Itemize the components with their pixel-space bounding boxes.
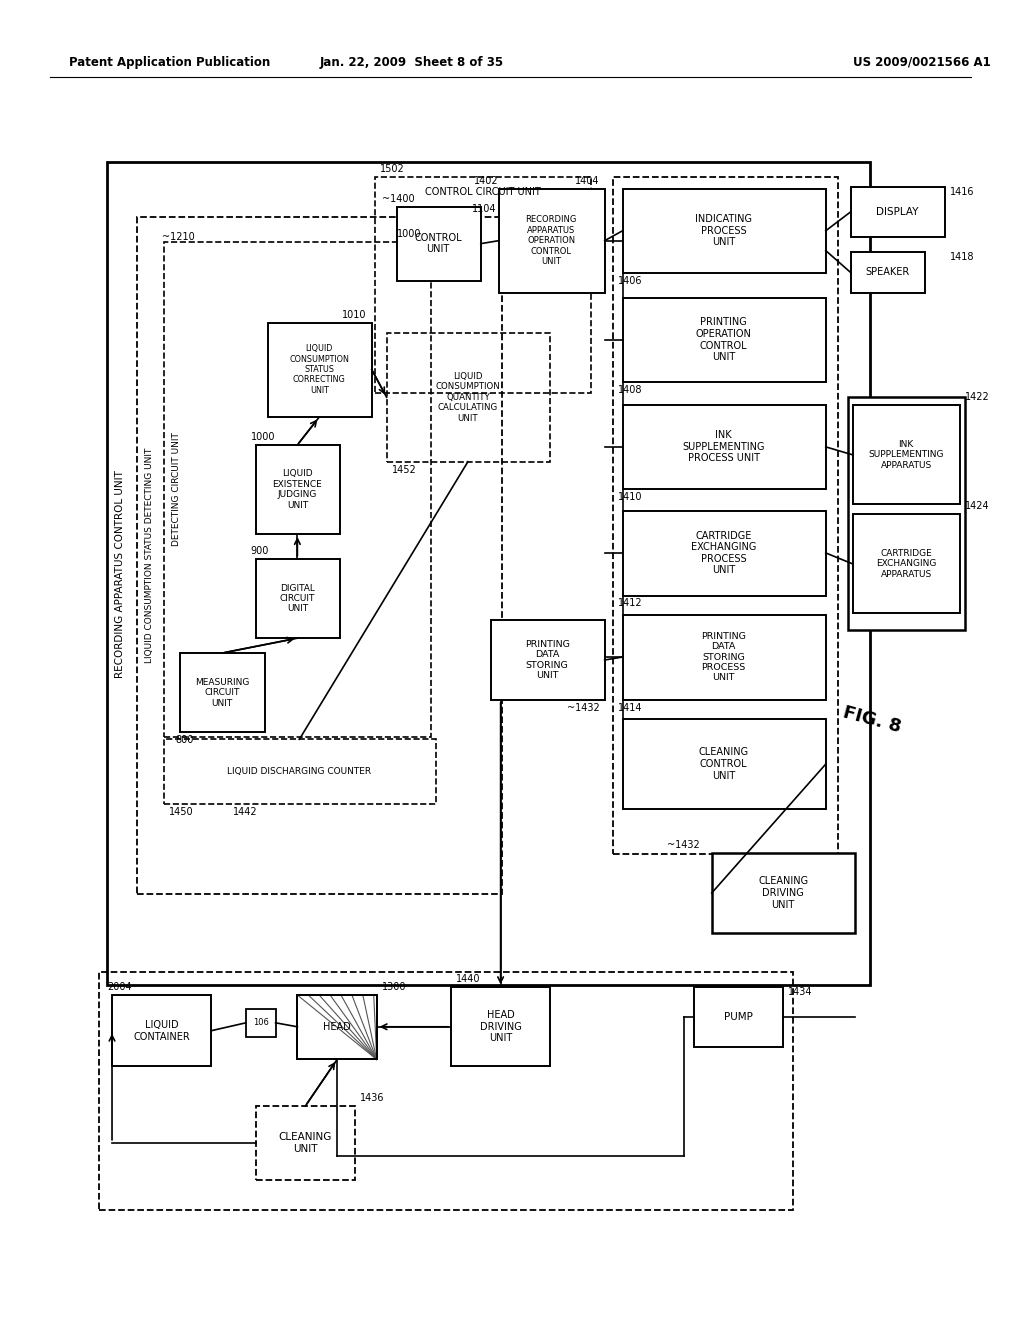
Text: 1104: 1104 [472, 205, 497, 214]
Text: CLEANING
DRIVING
UNIT: CLEANING DRIVING UNIT [758, 876, 808, 909]
Text: 1452: 1452 [391, 465, 417, 475]
Text: MEASURING
CIRCUIT
UNIT: MEASURING CIRCUIT UNIT [195, 677, 249, 708]
Bar [164, 242, 431, 738]
Bar [623, 405, 825, 490]
Text: DIGITAL
CIRCUIT
UNIT: DIGITAL CIRCUIT UNIT [280, 583, 315, 614]
Text: 900: 900 [251, 546, 269, 556]
Text: PUMP: PUMP [724, 1012, 753, 1022]
Bar [256, 445, 340, 535]
Text: LIQUID
EXISTENCE
JUDGING
UNIT: LIQUID EXISTENCE JUDGING UNIT [272, 470, 323, 510]
Text: US 2009/0021566 A1: US 2009/0021566 A1 [853, 55, 990, 69]
Text: 1436: 1436 [359, 1093, 384, 1104]
Text: 1442: 1442 [232, 807, 258, 817]
Text: PRINTING
DATA
STORING
PROCESS
UNIT: PRINTING DATA STORING PROCESS UNIT [701, 632, 746, 682]
Text: 1412: 1412 [617, 598, 642, 609]
Text: INK
SUPPLEMENTING
APPARATUS: INK SUPPLEMENTING APPARATUS [868, 440, 944, 470]
Bar [112, 995, 211, 1067]
Text: CARTRIDGE
EXCHANGING
PROCESS
UNIT: CARTRIDGE EXCHANGING PROCESS UNIT [691, 531, 757, 576]
Text: ~1210: ~1210 [162, 232, 195, 242]
Text: HEAD: HEAD [324, 1022, 351, 1032]
Text: ~1432: ~1432 [567, 702, 600, 713]
Bar [256, 558, 340, 638]
Bar [375, 177, 591, 393]
Bar [490, 620, 605, 700]
Bar [851, 252, 925, 293]
Bar [851, 187, 945, 236]
Text: 1450: 1450 [169, 807, 194, 817]
Bar [623, 511, 825, 595]
Text: ~1432: ~1432 [668, 841, 699, 850]
Bar [180, 653, 264, 733]
Text: LIQUID
CONTAINER: LIQUID CONTAINER [133, 1020, 190, 1041]
Bar [623, 615, 825, 700]
Bar [246, 1008, 275, 1036]
Text: INDICATING
PROCESS
UNIT: INDICATING PROCESS UNIT [695, 214, 753, 247]
Text: 1000: 1000 [251, 432, 275, 442]
Text: 1010: 1010 [342, 310, 367, 319]
Bar [267, 323, 372, 417]
Text: LIQUID CONSUMPTION STATUS DETECTING UNIT: LIQUID CONSUMPTION STATUS DETECTING UNIT [145, 447, 155, 663]
Bar [451, 987, 550, 1067]
Text: 2004: 2004 [108, 982, 132, 993]
Text: CONTROL CIRCUIT UNIT: CONTROL CIRCUIT UNIT [425, 187, 541, 197]
Bar [623, 298, 825, 383]
Text: RECORDING
APPARATUS
OPERATION
CONTROL
UNIT: RECORDING APPARATUS OPERATION CONTROL UN… [525, 215, 577, 267]
Bar [297, 995, 377, 1060]
Text: SPEAKER: SPEAKER [865, 268, 909, 277]
Bar [256, 1106, 355, 1180]
Text: 1410: 1410 [617, 492, 642, 503]
Bar [164, 739, 436, 804]
Text: LIQUID
CONSUMPTION
QUANTITY
CALCULATING
UNIT: LIQUID CONSUMPTION QUANTITY CALCULATING … [435, 372, 501, 422]
Text: 1422: 1422 [965, 392, 989, 403]
Text: CLEANING
CONTROL
UNIT: CLEANING CONTROL UNIT [698, 747, 749, 780]
Text: DETECTING CIRCUIT UNIT: DETECTING CIRCUIT UNIT [172, 433, 181, 546]
Text: DISPLAY: DISPLAY [876, 207, 919, 216]
Text: INK
SUPPLEMENTING
PROCESS UNIT: INK SUPPLEMENTING PROCESS UNIT [682, 430, 765, 463]
Text: Patent Application Publication: Patent Application Publication [70, 55, 270, 69]
Text: 1300: 1300 [382, 982, 407, 993]
Text: 1434: 1434 [788, 987, 813, 997]
Bar [99, 973, 793, 1210]
Bar [623, 189, 825, 273]
Text: 1424: 1424 [965, 502, 989, 511]
Bar [853, 405, 959, 504]
Bar [297, 995, 377, 1060]
Text: 1406: 1406 [617, 276, 642, 286]
Text: 1414: 1414 [617, 702, 642, 713]
Text: PRINTING
DATA
STORING
UNIT: PRINTING DATA STORING UNIT [524, 640, 569, 680]
Bar [712, 853, 855, 933]
Bar [623, 719, 825, 809]
Text: LIQUID
CONSUMPTION
STATUS
CORRECTING
UNIT: LIQUID CONSUMPTION STATUS CORRECTING UNI… [289, 345, 349, 395]
Text: CARTRIDGE
EXCHANGING
APPARATUS: CARTRIDGE EXCHANGING APPARATUS [876, 549, 936, 578]
Bar [612, 177, 838, 854]
Text: FIG. 8: FIG. 8 [842, 704, 903, 735]
Text: Jan. 22, 2009  Sheet 8 of 35: Jan. 22, 2009 Sheet 8 of 35 [319, 55, 504, 69]
Text: 800: 800 [175, 735, 194, 746]
Text: 1416: 1416 [949, 187, 974, 197]
Text: CONTROL
UNIT: CONTROL UNIT [415, 232, 462, 255]
Bar [387, 333, 550, 462]
Text: 106: 106 [253, 1018, 268, 1027]
Bar [853, 515, 959, 614]
Text: 1440: 1440 [456, 974, 480, 985]
Text: 1402: 1402 [474, 176, 499, 186]
Text: CLEANING
UNIT: CLEANING UNIT [279, 1133, 332, 1154]
Bar [396, 207, 481, 281]
Text: HEAD
DRIVING
UNIT: HEAD DRIVING UNIT [479, 1010, 521, 1043]
Text: PRINTING
OPERATION
CONTROL
UNIT: PRINTING OPERATION CONTROL UNIT [695, 317, 752, 362]
Bar [499, 189, 605, 293]
Bar [108, 162, 870, 985]
Text: 1000: 1000 [397, 228, 421, 239]
Bar [694, 987, 783, 1047]
Text: 1502: 1502 [380, 164, 404, 174]
Bar [848, 397, 965, 630]
Text: 1404: 1404 [575, 176, 600, 186]
Bar [137, 216, 502, 894]
Text: 1418: 1418 [949, 252, 974, 261]
Text: RECORDING APPARATUS CONTROL UNIT: RECORDING APPARATUS CONTROL UNIT [115, 470, 125, 677]
Text: 1408: 1408 [617, 385, 642, 396]
Text: LIQUID DISCHARGING COUNTER: LIQUID DISCHARGING COUNTER [227, 767, 372, 776]
Text: ~1400: ~1400 [382, 194, 415, 205]
